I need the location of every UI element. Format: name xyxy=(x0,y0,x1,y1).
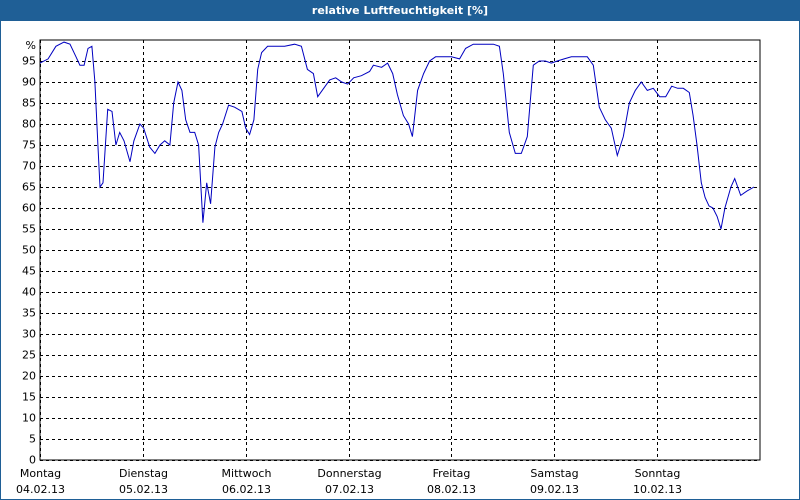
y-tick-label: 5 xyxy=(29,433,36,446)
chart-title: relative Luftfeuchtigkeit [%] xyxy=(312,4,488,17)
x-tick-day: Mittwoch xyxy=(222,467,272,480)
x-tick-day: Freitag xyxy=(433,467,471,480)
y-tick-label: 85 xyxy=(22,97,36,110)
x-tick-date: 07.02.13 xyxy=(325,483,374,496)
y-tick-label: 90 xyxy=(22,76,36,89)
y-tick-label: 10 xyxy=(22,412,36,425)
x-tick-date: 10.02.13 xyxy=(633,483,682,496)
x-tick-day: Sonntag xyxy=(635,467,681,480)
y-tick-label: 20 xyxy=(22,370,36,383)
title-bar xyxy=(0,0,800,21)
x-tick-date: 06.02.13 xyxy=(222,483,271,496)
x-tick-date: 04.02.13 xyxy=(16,483,65,496)
y-tick-label: 30 xyxy=(22,328,36,341)
y-tick-label: 70 xyxy=(22,160,36,173)
x-tick-day: Dienstag xyxy=(119,467,168,480)
y-tick-label: 75 xyxy=(22,139,36,152)
y-tick-label: 50 xyxy=(22,244,36,257)
y-tick-label: 0 xyxy=(29,454,36,467)
y-tick-label: 65 xyxy=(22,181,36,194)
x-tick-date: 08.02.13 xyxy=(427,483,476,496)
y-tick-label: 45 xyxy=(22,265,36,278)
x-tick-date: 09.02.13 xyxy=(530,483,579,496)
x-tick-day: Montag xyxy=(20,467,61,480)
x-tick-date: 05.02.13 xyxy=(119,483,168,496)
y-tick-label: 55 xyxy=(22,223,36,236)
y-tick-label: 60 xyxy=(22,202,36,215)
data-line xyxy=(39,41,755,230)
x-tick-day: Samstag xyxy=(530,467,578,480)
y-tick-label: 25 xyxy=(22,349,36,362)
y-unit: % xyxy=(26,39,36,52)
y-tick-label: 15 xyxy=(22,391,36,404)
y-tick-label: 40 xyxy=(22,286,36,299)
y-tick-label: 95 xyxy=(22,55,36,68)
y-tick-label: 35 xyxy=(22,307,36,320)
y-tick-label: 80 xyxy=(22,118,36,131)
x-tick-day: Donnerstag xyxy=(317,467,381,480)
